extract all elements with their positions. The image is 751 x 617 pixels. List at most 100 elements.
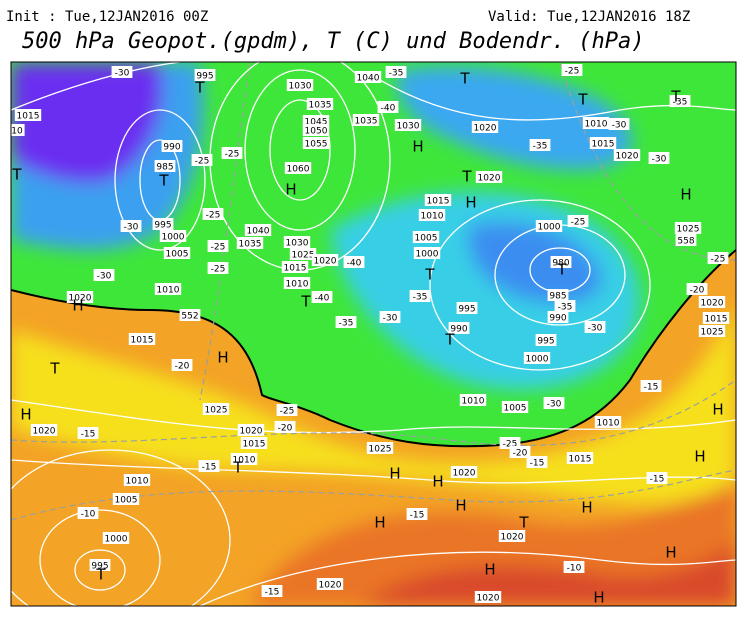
pressure-label: 1010 [585, 120, 608, 130]
pressure-label-box [613, 149, 641, 161]
pressure-label-box [501, 401, 529, 413]
pressure-label-box [535, 220, 563, 232]
pressure-label: 995 [537, 337, 554, 347]
temperature-label-box [646, 472, 668, 484]
pressure-center: T [670, 88, 681, 106]
pressure-label: 985 [156, 163, 173, 173]
pressure-label: 1015 [131, 336, 154, 346]
temperature-label: -40 [315, 294, 330, 304]
pressure-center: T [459, 70, 470, 88]
temperature-label: -25 [571, 218, 586, 228]
temperature-label-box [686, 283, 708, 295]
pressure-label-box [459, 394, 487, 406]
temperature-label-box [529, 139, 551, 151]
temperature-label: -30 [124, 223, 139, 233]
temperature-label: -20 [175, 362, 190, 372]
pressure-label-box [456, 302, 478, 314]
temperature-label: -25 [503, 440, 518, 450]
pressure-center: H [694, 448, 705, 466]
temperature-label-box [191, 154, 213, 166]
pressure-label: 1045 [305, 118, 328, 128]
pressure-label: 1015 [284, 264, 307, 274]
pressure-center: H [465, 194, 476, 212]
temperature-label-box [93, 269, 115, 281]
pressure-center: T [232, 459, 243, 477]
pressure-label: 1020 [453, 469, 476, 479]
mild-area [11, 300, 736, 504]
pressure-label-box [674, 222, 702, 234]
pressure-label-box [112, 493, 140, 505]
pressure-label: 1020 [319, 581, 342, 591]
geopotential-label-box [179, 309, 201, 321]
pressure-label-box [589, 137, 617, 149]
temperature-label: -25 [225, 150, 240, 160]
pressure-label-box [594, 416, 622, 428]
pressure-label-box [698, 325, 726, 337]
pressure-label: 1010 [421, 212, 444, 222]
temperature-label-box [207, 240, 229, 252]
pressure-label: 1015 [243, 440, 266, 450]
pressure-label-box [128, 333, 156, 345]
temperature-label-box [379, 311, 401, 323]
label-layer: -30 -35 -25-40-35-30-35-30-25-25-30-25-25-… [11, 64, 730, 606]
pressure-label: 1010 [157, 286, 180, 296]
temperature-label-box [274, 421, 296, 433]
pressure-center: H [665, 544, 676, 562]
pressure-label: 1055 [305, 140, 328, 150]
pressure-label-box [352, 114, 380, 126]
temperature-label-box [276, 404, 298, 416]
pressure-label-box [289, 248, 317, 260]
cold-core-field [11, 62, 640, 390]
pressure-center: H [581, 499, 592, 517]
temperature-label: -35 [558, 303, 573, 313]
temperature-label-box [707, 252, 729, 264]
temperature-label: -20 [513, 449, 528, 459]
temperature-label-box [377, 101, 399, 113]
valid-time: Valid: Tue,12JAN2016 18Z [488, 9, 690, 25]
pressure-label-box [316, 578, 344, 590]
pressure-label: 1010 [462, 397, 485, 407]
temperature-label: -35 [413, 293, 428, 303]
pressure-label: 1010 [126, 477, 149, 487]
pressure-label: 1020 [477, 594, 500, 604]
pressure-label: 1000 [162, 233, 185, 243]
pressure-center: T [49, 360, 60, 378]
temperature-label: -25 [195, 157, 210, 167]
temperature-label: -25 [211, 243, 226, 253]
temperature-label-box [509, 446, 531, 458]
pressure-label: 1025 [677, 225, 700, 235]
pressure-label: 1020 [69, 294, 92, 304]
pressure-label: 980 [552, 259, 569, 269]
pressure-label: 1000 [416, 250, 439, 260]
pressure-center: T [424, 266, 435, 284]
temperature-label: -10 [567, 564, 582, 574]
pressure-label-box [102, 532, 130, 544]
temperature-label: -15 [644, 383, 659, 393]
pressure-label-box [311, 254, 339, 266]
pressure-label-box [161, 140, 183, 152]
pressure-label: 1010 [233, 456, 256, 466]
pressure-label: 1000 [526, 355, 549, 365]
pressure-label-box [194, 69, 216, 81]
temperature-label: -30 [115, 69, 130, 79]
pressure-center: H [412, 138, 423, 156]
pressure-center: H [484, 561, 495, 579]
geopotential-label-box [675, 234, 697, 246]
pressure-label-box [89, 559, 111, 571]
geopotential-label: 558 [677, 237, 694, 247]
pressure-label-box [474, 591, 502, 603]
temperature-label: -10 [81, 510, 96, 520]
temperature-label: -25 [280, 407, 295, 417]
temperature-label: -15 [650, 475, 665, 485]
pressure-label: 990 [450, 325, 467, 335]
pressure-label-box [123, 474, 151, 486]
coldest-area [11, 62, 163, 183]
temperature-label-box [669, 95, 691, 107]
pressure-label: 1040 [357, 74, 380, 84]
pressure-label: 995 [154, 221, 171, 231]
pressure-label-box [306, 98, 334, 110]
pressure-label: 1020 [501, 533, 524, 543]
pressure-label-box [413, 247, 441, 259]
temperature-label-box [543, 397, 565, 409]
pressure-label-box [11, 124, 25, 136]
